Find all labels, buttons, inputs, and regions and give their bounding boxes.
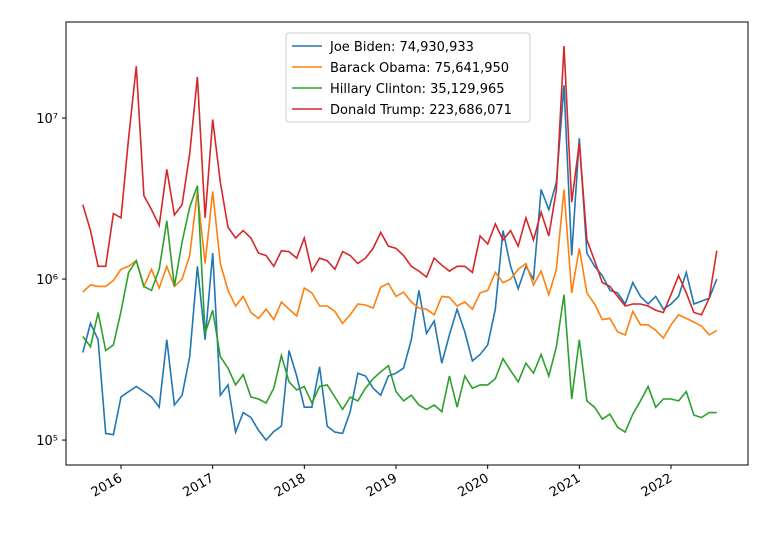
legend-box bbox=[285, 32, 531, 123]
x-tick-label: 2018 bbox=[272, 471, 308, 501]
y-tick-label: 10⁷ bbox=[36, 112, 58, 127]
line-series bbox=[82, 185, 717, 434]
legend-label: Joe Biden: 74,930,933 bbox=[329, 40, 474, 55]
x-tick-label: 2017 bbox=[181, 471, 217, 501]
x-tick-label: 2021 bbox=[547, 471, 583, 501]
line-series bbox=[82, 46, 718, 316]
x-tick-label: 2016 bbox=[89, 471, 125, 501]
y-tick-label: 10⁵ bbox=[36, 434, 58, 449]
x-tick-label: 2022 bbox=[639, 471, 675, 501]
legend-label: Donald Trump: 223,686,071 bbox=[330, 103, 512, 118]
legend: Joe Biden: 74,930,933 Barack Obama: 75,64… bbox=[285, 32, 531, 123]
legend-label: Barack Obama: 75,641,950 bbox=[330, 61, 509, 76]
y-tick-label: 10⁶ bbox=[36, 273, 58, 288]
line-series bbox=[82, 85, 718, 442]
plot-frame bbox=[65, 21, 749, 466]
legend-label: Hillary Clinton: 35,129,965 bbox=[330, 82, 505, 97]
line-series bbox=[82, 189, 718, 340]
x-tick-label: 2020 bbox=[456, 471, 492, 501]
x-tick-label: 2019 bbox=[364, 471, 400, 501]
